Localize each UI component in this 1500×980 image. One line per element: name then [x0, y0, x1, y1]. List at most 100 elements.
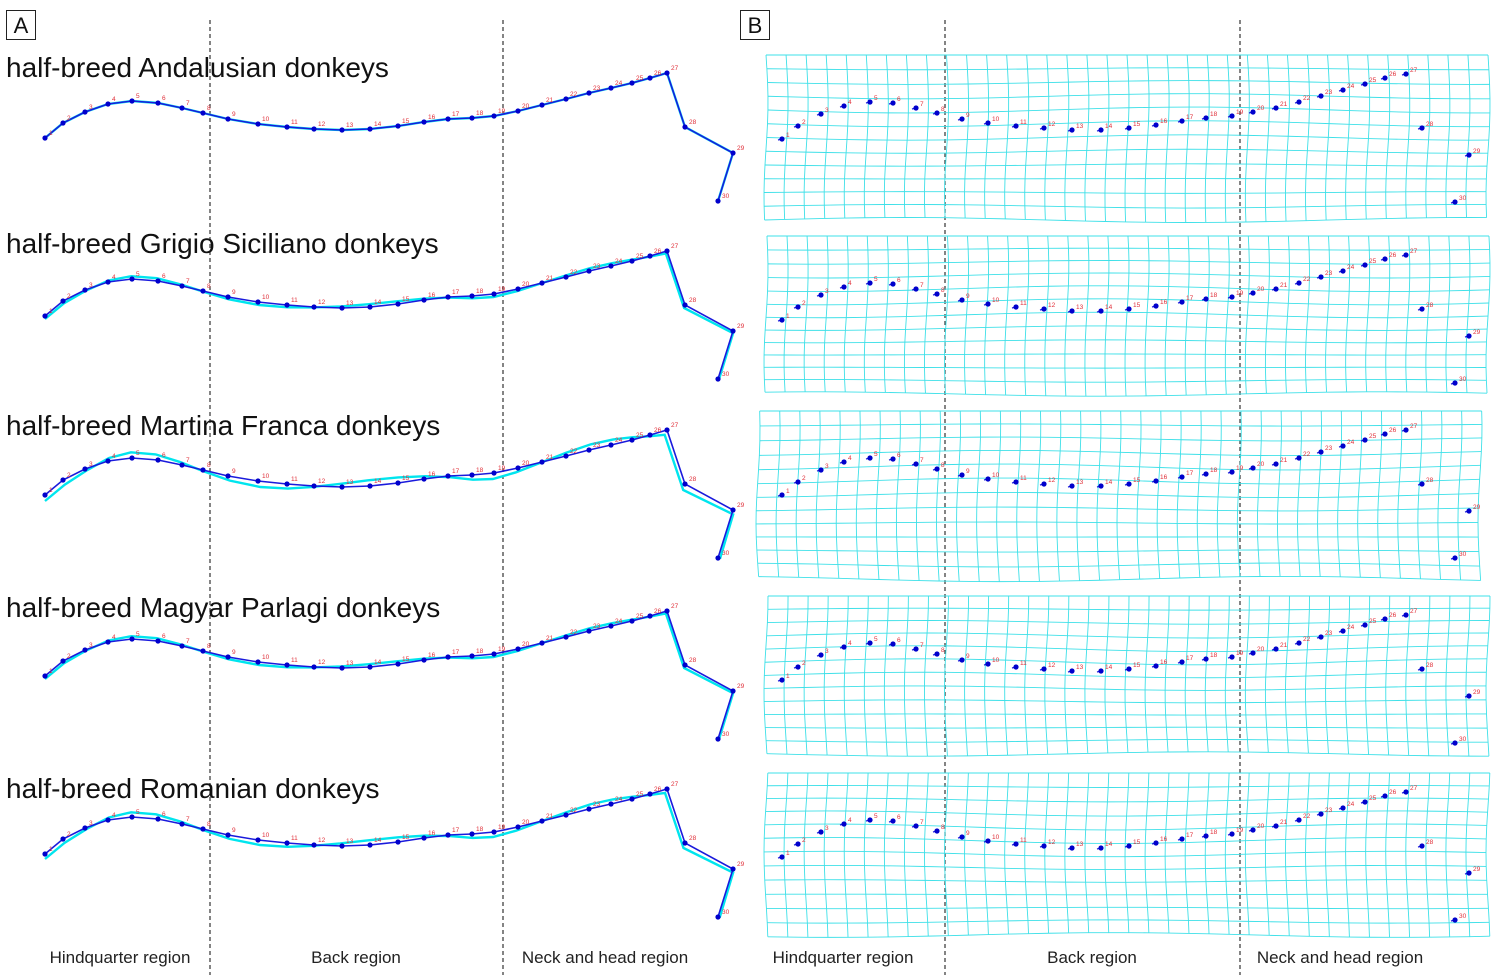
landmark-number: 4 [112, 453, 116, 460]
landmark-number: 28 [689, 119, 697, 126]
landmark-dot [469, 472, 475, 478]
landmark-dot [934, 466, 940, 472]
consensus-outline [44, 791, 735, 918]
grid-line-vertical [1445, 54, 1451, 218]
landmark-number: 16 [1160, 659, 1168, 666]
landmark-dot [311, 304, 317, 310]
grid-line-vertical [1285, 235, 1290, 393]
landmark-number: 27 [1410, 67, 1418, 74]
landmark-number: 27 [1410, 608, 1418, 615]
landmark-number: 15 [402, 475, 410, 482]
landmark-dot [284, 302, 290, 308]
landmark-number: 28 [689, 657, 697, 664]
grid-line-vertical [1264, 772, 1270, 936]
landmark-dot [1419, 843, 1425, 849]
landmark-number: 13 [346, 122, 354, 129]
landmark-dot [1403, 71, 1409, 77]
landmark-dot [155, 638, 161, 644]
landmark-number: 8 [941, 647, 945, 654]
landmark-dot [1362, 262, 1368, 268]
landmark-number: 20 [522, 641, 530, 648]
landmark-dot [539, 459, 545, 465]
landmark-number: 20 [1257, 823, 1265, 830]
landmark-dot [682, 302, 688, 308]
landmark-number: 24 [615, 796, 623, 803]
landmark-number: 26 [1389, 427, 1397, 434]
landmark-number: 29 [1473, 504, 1481, 511]
grid-line-horizontal [764, 671, 1487, 679]
landmark-dot [284, 662, 290, 668]
landmark-number: 21 [546, 635, 554, 642]
landmark-dot [795, 123, 801, 129]
landmark-dot [1466, 870, 1472, 876]
grid-line-vertical [1164, 54, 1170, 223]
grid-line-vertical [843, 54, 849, 219]
landmark-number: 26 [654, 70, 662, 77]
landmark-number: 18 [1210, 292, 1218, 299]
landmark-dot [608, 801, 614, 807]
grid-line-vertical [1465, 54, 1471, 218]
landmark-dot [1069, 483, 1075, 489]
breed-title-martina-franca: half-breed Martina Franca donkeys [6, 410, 441, 441]
landmark-dot [60, 836, 66, 842]
landmark-dot [867, 640, 873, 646]
grid-line-vertical [883, 772, 889, 937]
landmark-dot [367, 304, 373, 310]
landmark-number: 27 [1410, 423, 1418, 430]
consensus-outline [44, 612, 735, 740]
landmark-dot [1340, 628, 1346, 634]
landmark-number: 15 [1133, 477, 1141, 484]
landmark-number: 6 [897, 96, 901, 103]
landmark-dot [42, 313, 48, 319]
landmark-dot [1382, 793, 1388, 799]
breed-title-magyar-parlagi: half-breed Magyar Parlagi donkeys [6, 592, 441, 623]
grid-line-horizontal [764, 379, 1487, 383]
grid-line-horizontal [766, 906, 1489, 910]
region-label-hindquarter-b: Hindquarter region [772, 948, 914, 967]
landmark-dot [1126, 666, 1132, 672]
landmark-dot [1419, 306, 1425, 312]
grid-line-horizontal [759, 423, 1482, 427]
landmark-dot [42, 673, 48, 679]
landmark-number: 25 [1369, 618, 1377, 625]
grid-line-vertical [1397, 410, 1403, 579]
grid-line-horizontal [767, 106, 1490, 114]
landmark-dot [1382, 431, 1388, 437]
landmark-number: 13 [1076, 123, 1084, 130]
landmark-dot [225, 116, 231, 122]
landmark-dot [1098, 668, 1104, 674]
landmark-dot [664, 786, 670, 792]
landmark-number: 10 [992, 657, 1000, 664]
landmark-dot [629, 437, 635, 443]
landmark-dot [129, 98, 135, 104]
landmark-dot [795, 664, 801, 670]
grid-line-vertical [1024, 772, 1029, 934]
landmark-dot [1013, 304, 1019, 310]
landmark-dot [284, 840, 290, 846]
grid-line-vertical [1076, 410, 1082, 581]
landmark-dot [795, 479, 801, 485]
landmark-number: 4 [848, 99, 852, 106]
grid-line-vertical [823, 235, 829, 392]
landmark-number: 20 [1257, 286, 1265, 293]
landmark-number: 26 [1389, 71, 1397, 78]
landmark-number: 25 [1369, 258, 1377, 265]
landmark-number: 6 [897, 277, 901, 284]
landmark-number: 15 [1133, 839, 1141, 846]
landmark-dot [129, 636, 135, 642]
landmark-number: 18 [1210, 652, 1218, 659]
landmark-number: 2 [802, 660, 806, 667]
landmark-dot [682, 662, 688, 668]
landmark-number: 17 [1186, 655, 1194, 662]
grid-line-vertical [924, 235, 929, 394]
landmark-dot [1041, 481, 1047, 487]
grid-line-vertical [1445, 772, 1451, 937]
landmark-dot [395, 480, 401, 486]
grid-line-vertical [1164, 772, 1170, 934]
landmark-dot [841, 103, 847, 109]
grid-line-vertical [1224, 595, 1230, 752]
landmark-dot [155, 100, 161, 106]
landmark-number: 1 [49, 846, 53, 853]
